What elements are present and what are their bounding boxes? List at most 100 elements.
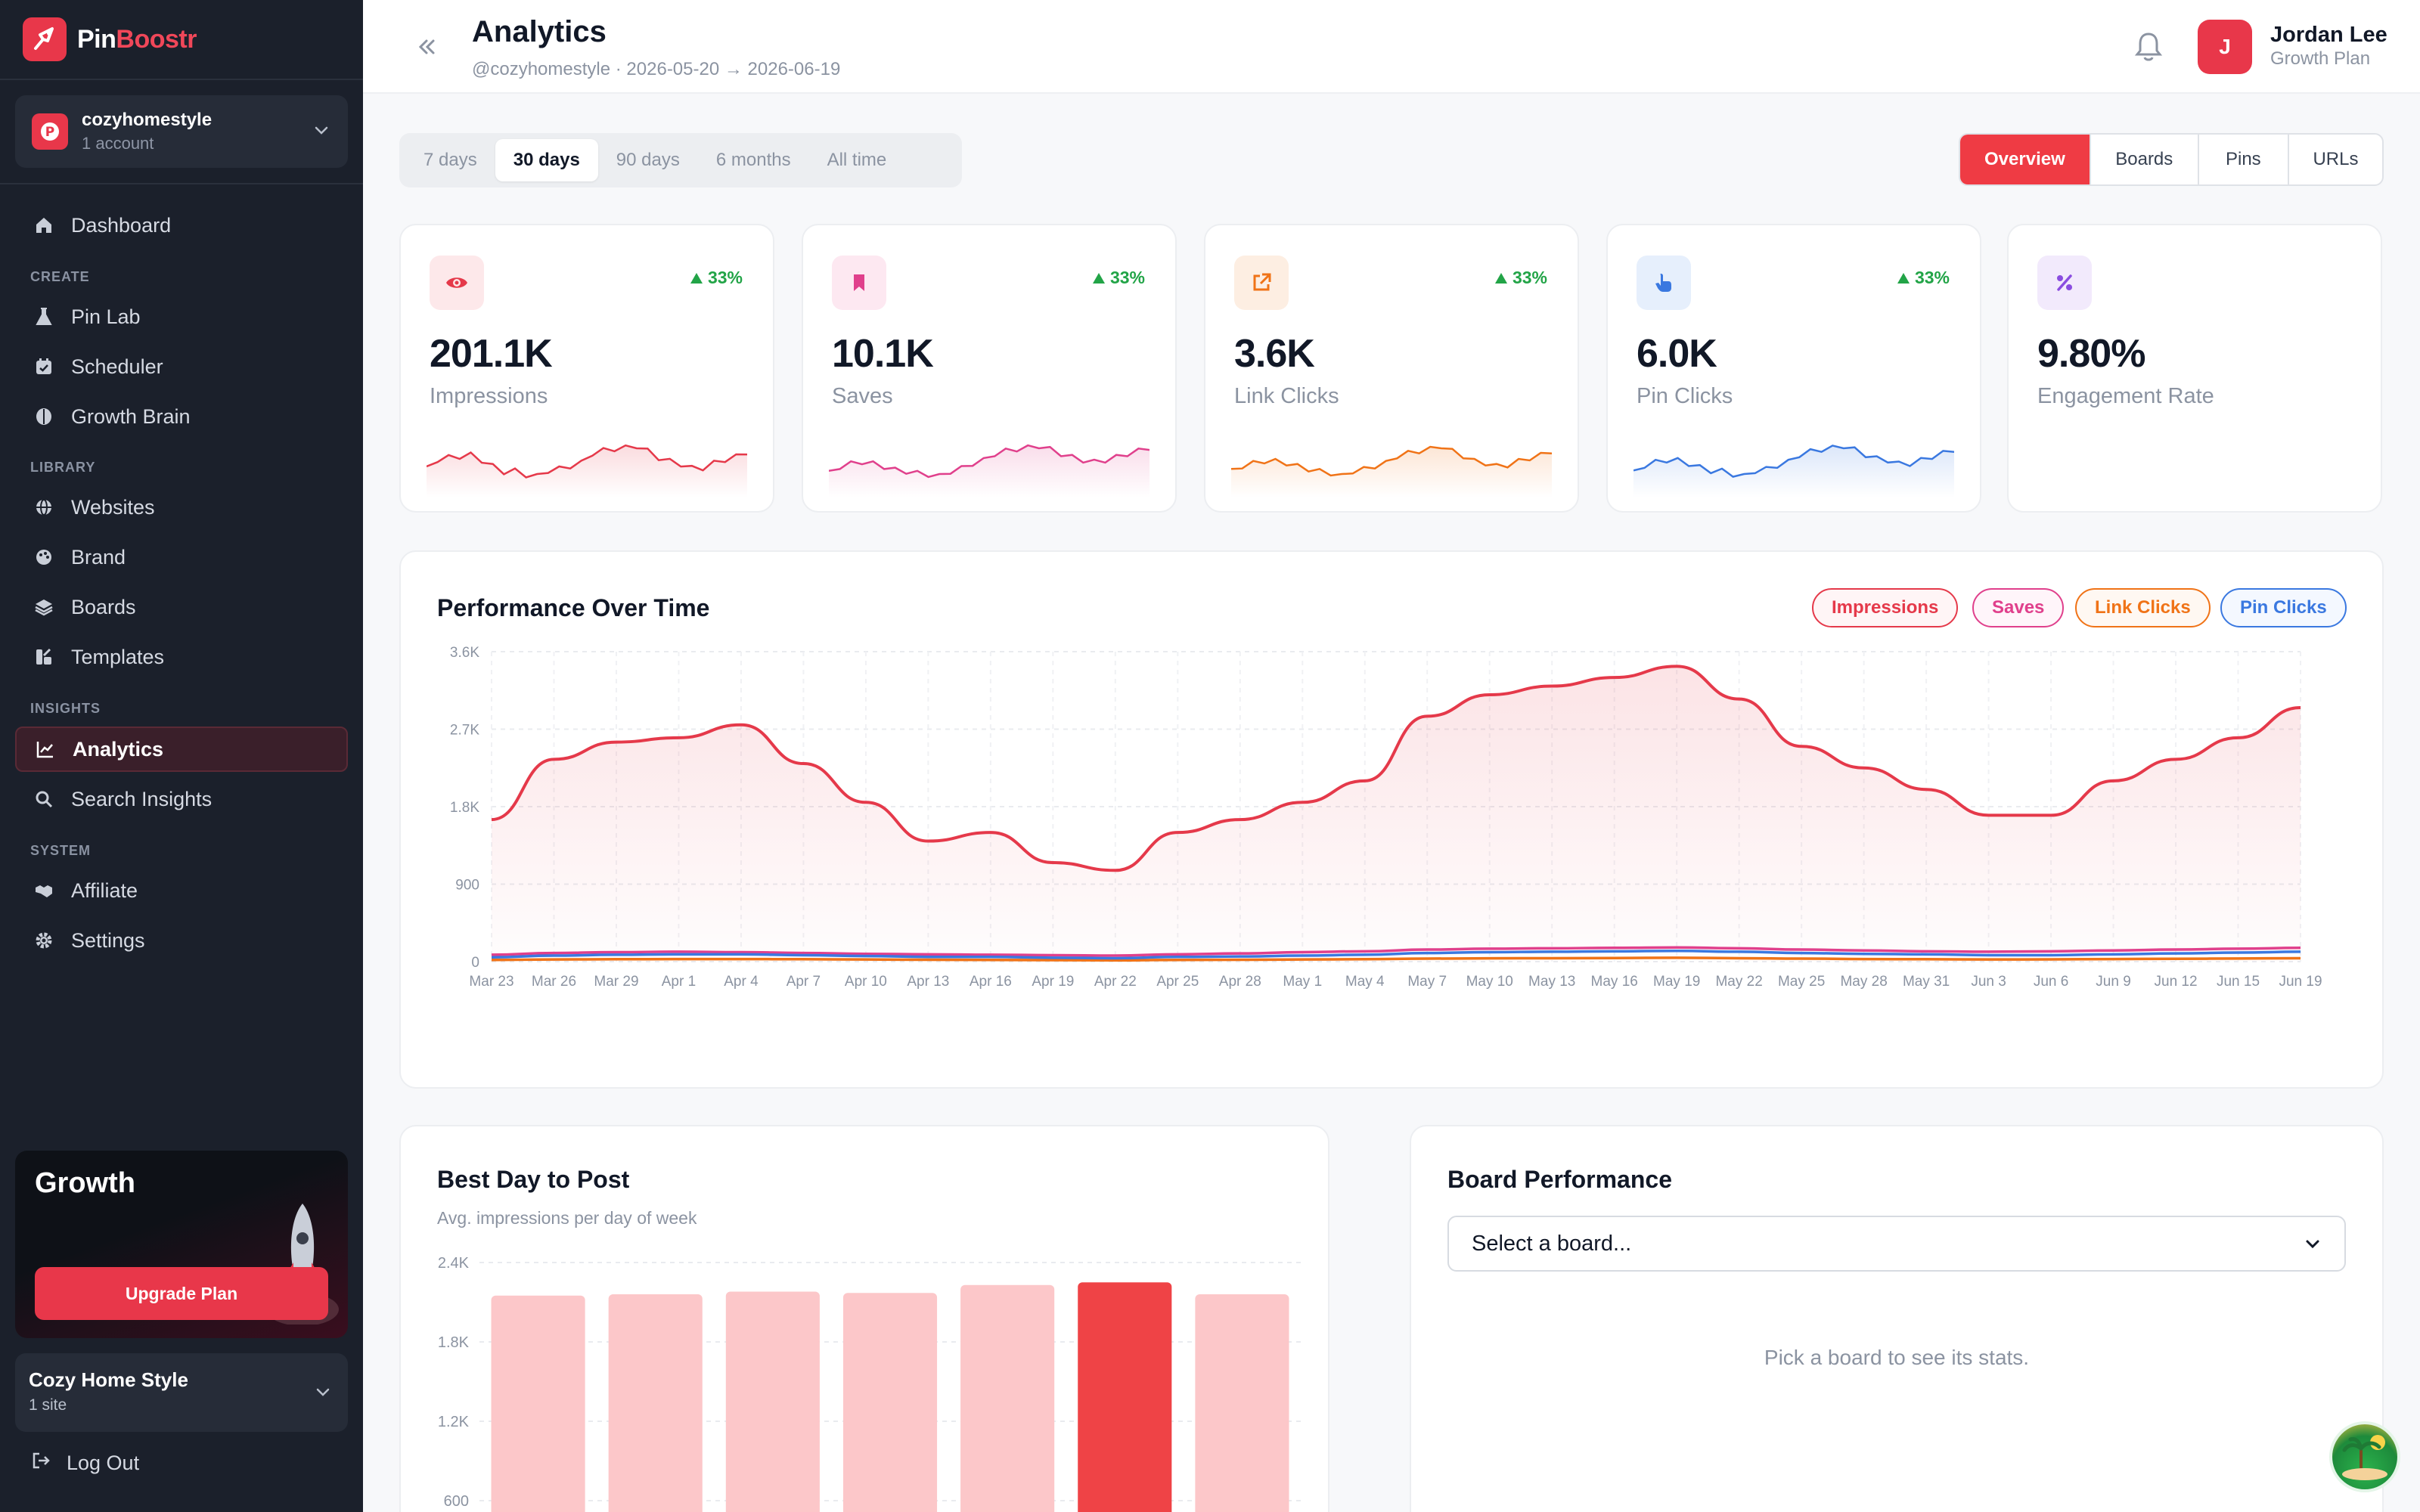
home-icon <box>32 213 56 237</box>
handshake-icon <box>32 878 56 903</box>
range-tab-all-time[interactable]: All time <box>827 150 887 170</box>
templates-icon <box>32 645 56 669</box>
board-empty-state: Pick a board to see its stats. <box>1764 1346 2030 1369</box>
board-select[interactable]: Select a board... <box>1447 1216 2346 1272</box>
best-day-bar-chart: 600 1.2K 1.8K 2.4K <box>438 1255 1301 1512</box>
divider <box>0 183 363 184</box>
x-tick-label: Apr 28 <box>1219 974 1261 990</box>
view-tabs: Overview Boards Pins URLs <box>1959 133 2384 186</box>
nav-affiliate[interactable]: Affiliate <box>15 868 348 913</box>
legend-impressions[interactable]: Impressions <box>1812 588 1959 627</box>
sparkline <box>829 444 1150 497</box>
gear-icon <box>32 928 56 953</box>
stat-label: Pin Clicks <box>1637 384 1733 408</box>
notifications-button[interactable] <box>2133 30 2164 67</box>
avatar[interactable]: J <box>2198 20 2252 74</box>
bar <box>1195 1294 1289 1512</box>
tab-boards[interactable]: Boards <box>2091 135 2199 184</box>
logout-label: Log Out <box>67 1452 140 1474</box>
range-tab-30-days[interactable]: 30 days <box>495 139 598 181</box>
nav-search-insights[interactable]: Search Insights <box>15 776 348 822</box>
nav-label: Boards <box>71 595 136 618</box>
x-tick-label: Mar 29 <box>594 974 638 990</box>
pointer-icon <box>1637 256 1691 310</box>
stat-label: Impressions <box>430 384 548 408</box>
x-tick-label: Jun 6 <box>2034 974 2068 990</box>
x-tick-label: Mar 26 <box>532 974 576 990</box>
stat-card-saves: 33% 10.1K Saves <box>802 224 1177 513</box>
globe-icon <box>32 495 56 519</box>
nav-websites[interactable]: Websites <box>15 485 348 530</box>
range-tab-90-days[interactable]: 90 days <box>616 150 680 170</box>
page-subtitle: @cozyhomestyle · 2026-05-20 → 2026-06-19 <box>472 59 841 79</box>
sparkline-area <box>427 445 747 497</box>
nav-label: Analytics <box>73 737 164 761</box>
nav-dashboard[interactable]: Dashboard <box>15 203 348 248</box>
tab-overview[interactable]: Overview <box>1960 135 2091 184</box>
upgrade-plan-button[interactable]: Upgrade Plan <box>35 1267 328 1320</box>
sparkline <box>1634 445 1954 497</box>
tab-urls[interactable]: URLs <box>2313 149 2359 169</box>
bar <box>608 1294 703 1512</box>
triangle-up-icon <box>690 272 703 284</box>
logout-button[interactable]: Log Out <box>30 1450 139 1476</box>
stat-value: 3.6K <box>1234 332 1315 376</box>
account-name: cozyhomestyle <box>82 110 213 130</box>
nav-analytics[interactable]: Analytics <box>15 727 348 772</box>
stat-delta: 33% <box>1092 268 1145 288</box>
range-tab-7-days[interactable]: 7 days <box>424 150 477 170</box>
y-tick-label: 600 <box>444 1493 469 1510</box>
account-switcher[interactable]: P cozyhomestyle 1 account <box>15 95 348 168</box>
x-tick-label: May 10 <box>1466 974 1513 990</box>
site-switcher[interactable]: Cozy Home Style 1 site <box>15 1353 348 1432</box>
brand[interactable]: PinBoostr <box>23 17 197 62</box>
nav-boards[interactable]: Boards <box>15 584 348 630</box>
range-tab-6-months[interactable]: 6 months <box>715 150 791 170</box>
legend-link-clicks[interactable]: Link Clicks <box>2075 588 2211 627</box>
palette-icon <box>32 545 56 569</box>
sidebar: PinBoostr P cozyhomestyle 1 account Dash… <box>0 0 363 1512</box>
nav-templates[interactable]: Templates <box>15 634 348 680</box>
x-tick-label: Jun 12 <box>2155 974 2198 990</box>
bar <box>491 1295 585 1512</box>
sparkline <box>1231 445 1552 497</box>
nav-settings[interactable]: Settings <box>15 918 348 963</box>
nav-section-create: CREATE <box>30 269 90 284</box>
tab-pins[interactable]: Pins <box>2199 135 2289 184</box>
nav-brand[interactable]: Brand <box>15 534 348 580</box>
line-chart-icon <box>33 737 57 761</box>
user-name: Jordan Lee <box>2270 23 2387 47</box>
svg-text:P: P <box>45 125 54 140</box>
y-tick-label: 3.6K <box>450 645 479 661</box>
series-area-impressions <box>492 666 2301 962</box>
x-tick-label: May 31 <box>1903 974 1950 990</box>
legend-saves[interactable]: Saves <box>1972 588 2065 627</box>
performance-line-chart: 0 900 1.8K 2.7K 3.6K Mar 23 Mar 26 Mar 29 Apr 1 A… <box>450 645 2322 990</box>
bar <box>725 1291 820 1512</box>
date-range-tabs: 7 days 30 days 90 days 6 months All time <box>399 133 962 187</box>
search-icon <box>32 787 56 811</box>
pinboostr-logo-icon <box>23 17 67 61</box>
bar <box>842 1293 938 1512</box>
y-tick-label: 0 <box>471 955 479 971</box>
assistant-launcher-button[interactable] <box>2329 1421 2400 1492</box>
nav-scheduler[interactable]: Scheduler <box>15 344 348 389</box>
board-select-value: Select a board... <box>1472 1231 1632 1256</box>
stat-label: Link Clicks <box>1234 384 1339 408</box>
stat-label: Saves <box>832 384 893 408</box>
stat-value: 10.1K <box>832 332 934 376</box>
user-plan: Growth Plan <box>2270 48 2371 69</box>
y-tick-label: 1.8K <box>450 800 479 816</box>
legend-pin-clicks[interactable]: Pin Clicks <box>2220 588 2347 627</box>
x-tick-label: Apr 16 <box>970 974 1012 990</box>
nav-pin-lab[interactable]: Pin Lab <box>15 294 348 339</box>
nav-label: Settings <box>71 928 145 952</box>
nav-label: Growth Brain <box>71 404 191 428</box>
stat-card-pin-clicks: 33% 6.0K Pin Clicks <box>1606 224 1981 513</box>
x-tick-label: May 22 <box>1715 974 1762 990</box>
nav-growth-brain[interactable]: Growth Brain <box>15 394 348 439</box>
nav-label: Templates <box>71 645 165 668</box>
collapse-sidebar-button[interactable] <box>408 29 445 65</box>
series-line-saves <box>491 946 2301 957</box>
performance-panel: Performance Over Time Impressions Saves … <box>399 550 2384 1089</box>
